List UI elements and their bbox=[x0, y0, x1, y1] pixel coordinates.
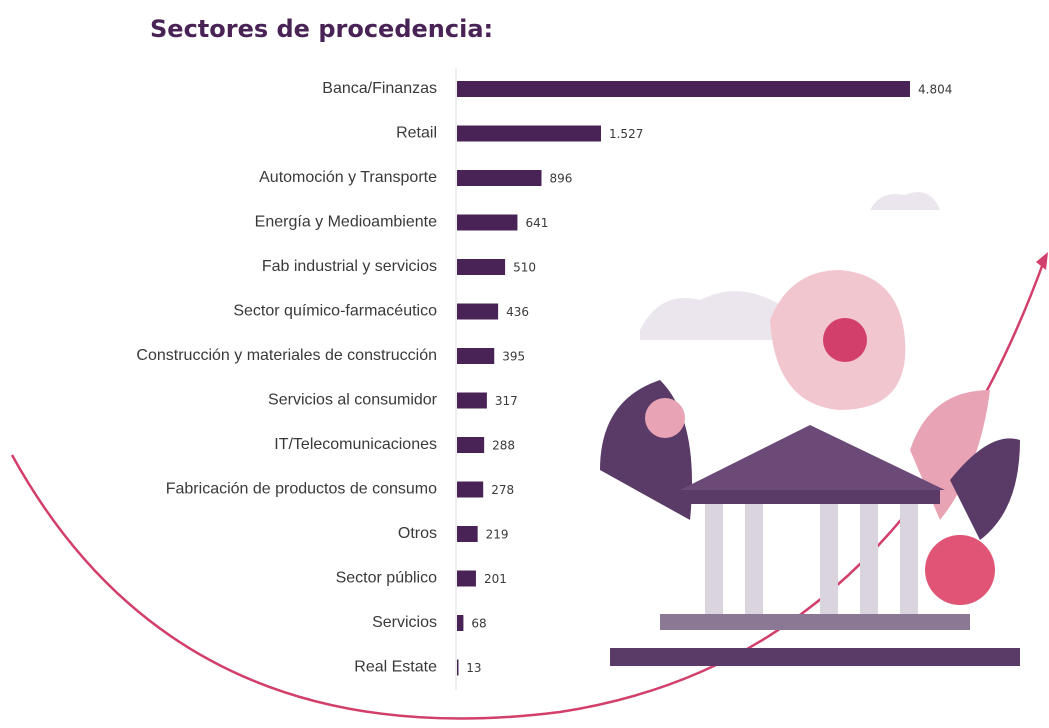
category-label: Otros bbox=[398, 525, 437, 542]
value-label: 317 bbox=[495, 394, 518, 408]
category-label: Fab industrial y servicios bbox=[262, 258, 437, 275]
cloud bbox=[870, 192, 940, 210]
bar bbox=[457, 304, 498, 320]
column bbox=[900, 504, 918, 614]
base bbox=[610, 648, 1020, 666]
bar bbox=[457, 348, 494, 364]
step bbox=[660, 614, 970, 630]
bar bbox=[457, 437, 484, 453]
roof bbox=[680, 425, 945, 490]
category-label: Real Estate bbox=[354, 659, 437, 676]
column bbox=[820, 504, 838, 614]
coin bbox=[645, 398, 685, 438]
category-label: Construcción y materiales de construcció… bbox=[136, 347, 437, 364]
category-label: Servicios bbox=[372, 614, 437, 631]
coin bbox=[823, 318, 867, 362]
category-label: Servicios al consumidor bbox=[268, 392, 438, 409]
chart: Sectores de procedencia: Banca/Finanzas 4… bbox=[0, 0, 1049, 728]
coin bbox=[925, 535, 995, 605]
bar bbox=[457, 259, 505, 275]
category-label: Retail bbox=[396, 125, 437, 142]
leaf bbox=[600, 380, 692, 520]
value-label: 641 bbox=[525, 216, 548, 230]
bar bbox=[457, 571, 476, 587]
bar bbox=[457, 170, 541, 186]
bar bbox=[457, 81, 910, 97]
column bbox=[860, 504, 878, 614]
category-label: Energía y Medioambiente bbox=[255, 214, 437, 231]
category-label: Sector público bbox=[336, 570, 437, 587]
column bbox=[705, 504, 723, 614]
category-label: Banca/Finanzas bbox=[322, 80, 437, 97]
category-label: Automoción y Transporte bbox=[259, 169, 437, 186]
value-label: 896 bbox=[549, 172, 572, 186]
value-label: 201 bbox=[484, 572, 507, 586]
value-label: 288 bbox=[492, 439, 515, 453]
bar bbox=[457, 615, 463, 631]
category-label: IT/Telecomunicaciones bbox=[274, 436, 437, 453]
category-label: Sector químico-farmacéutico bbox=[233, 303, 437, 320]
value-label: 278 bbox=[491, 483, 514, 497]
value-label: 510 bbox=[513, 261, 536, 275]
bar bbox=[457, 126, 601, 142]
bar bbox=[457, 526, 478, 542]
bar bbox=[457, 393, 487, 409]
category-label: Fabricación de productos de consumo bbox=[166, 481, 437, 498]
bar bbox=[457, 660, 459, 676]
bar bbox=[457, 215, 517, 231]
value-label: 68 bbox=[471, 617, 486, 631]
value-label: 219 bbox=[486, 528, 509, 542]
value-label: 1.527 bbox=[609, 127, 643, 141]
value-label: 436 bbox=[506, 305, 529, 319]
column bbox=[745, 504, 763, 614]
value-label: 13 bbox=[466, 661, 481, 675]
bar bbox=[457, 482, 483, 498]
chart-title: Sectores de procedencia: bbox=[150, 15, 493, 43]
value-label: 4.804 bbox=[918, 83, 952, 97]
value-label: 395 bbox=[502, 350, 525, 364]
entablature bbox=[690, 490, 940, 504]
